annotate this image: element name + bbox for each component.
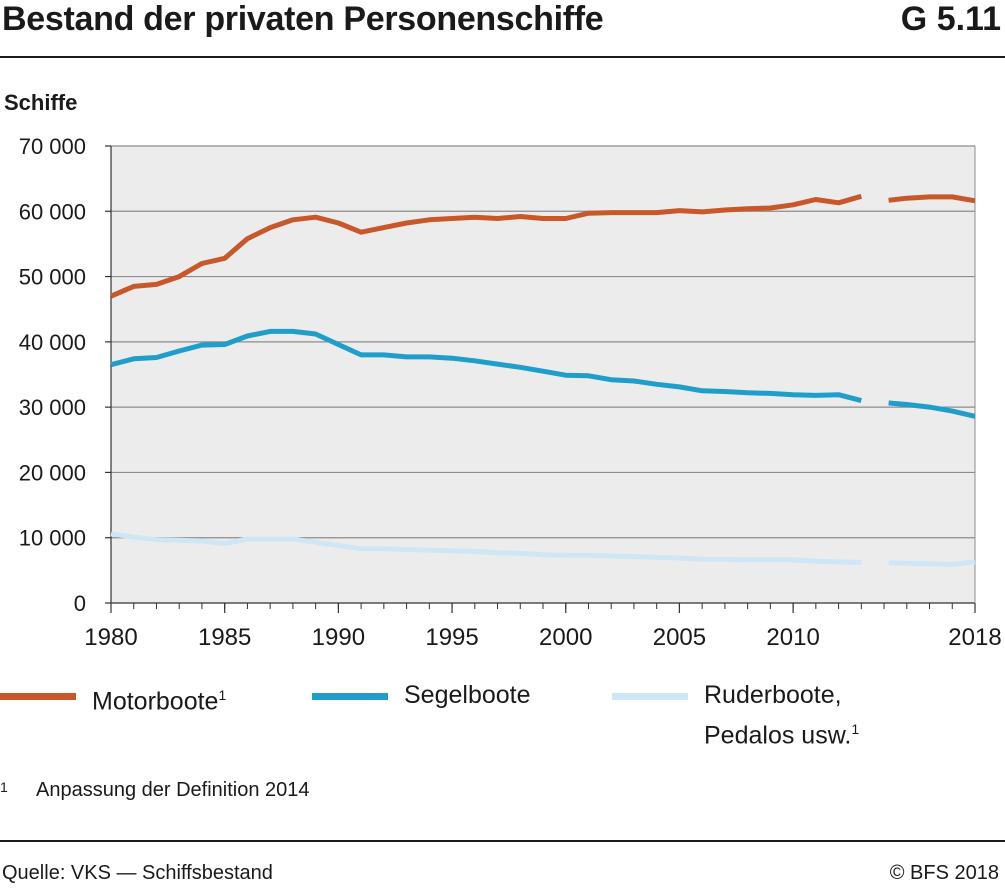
source-note: Quelle: VKS — Schiffsbestand <box>2 862 273 884</box>
x-tick-label: 1990 <box>312 624 365 651</box>
line-chart: 0 10 000 20 000 30 000 40 000 50 000 60 000 70 … <box>19 134 1002 651</box>
x-tick-label: 2018 <box>948 624 1001 651</box>
series-line-segelboote-after-break <box>888 400 976 419</box>
legend-label-segelboote: Segelboote <box>404 681 531 709</box>
header-divider <box>0 56 1005 58</box>
chart-code: G 5.11 <box>900 0 1001 38</box>
x-tick-label: 2005 <box>653 624 706 651</box>
legend-swatch-motorboote <box>0 693 76 700</box>
series-line-motorboote-after-break <box>888 194 976 204</box>
legend-item-segelboote: Segelboote <box>312 678 531 712</box>
x-tick-label: 1995 <box>425 624 478 651</box>
legend-label-motorboote: Motorboote1 <box>92 687 227 716</box>
chart-title: Bestand der privaten Personenschiffe <box>2 0 604 38</box>
x-tick-label: 1985 <box>198 624 251 651</box>
y-tick-label: 50 000 <box>19 265 86 290</box>
legend-item-ruderboote: Ruderboote, Pedalos usw.1 <box>612 678 859 752</box>
legend-label-ruderboote: Ruderboote, Pedalos usw.1 <box>704 681 860 750</box>
series-line-segelboote <box>110 328 862 404</box>
y-tick-label: 40 000 <box>19 330 86 355</box>
y-tick-label: 0 <box>74 591 86 616</box>
x-tick-label: 1980 <box>84 624 137 651</box>
plot-area <box>111 146 975 603</box>
legend-swatch-segelboote <box>312 693 388 700</box>
footer-divider <box>0 840 1005 842</box>
y-tick-label: 60 000 <box>19 199 86 224</box>
series-line-ruderboote-pedalos-usw-after-break <box>888 559 976 567</box>
y-tick-label: 10 000 <box>19 526 86 551</box>
x-tick-label: 2000 <box>539 624 592 651</box>
x-tick-label: 2010 <box>766 624 819 651</box>
series-line-motorboote <box>110 193 862 299</box>
y-tick-label: 20 000 <box>19 460 86 485</box>
series-line-ruderboote-pedalos-usw <box>110 531 862 565</box>
y-tick-label: 70 000 <box>19 134 86 159</box>
footnote-text: Anpassung der Definition 2014 <box>36 779 310 801</box>
copyright-note: © BFS 2018 <box>889 862 999 884</box>
legend-swatch-ruderboote <box>612 693 688 700</box>
footnote-mark: 1 <box>0 779 8 795</box>
footnote: 1 Anpassung der Definition 2014 <box>0 779 310 802</box>
y-axis-unit-label: Schiffe <box>4 90 78 115</box>
y-tick-label: 30 000 <box>19 395 86 420</box>
legend-item-motorboote: Motorboote1 <box>0 678 226 718</box>
